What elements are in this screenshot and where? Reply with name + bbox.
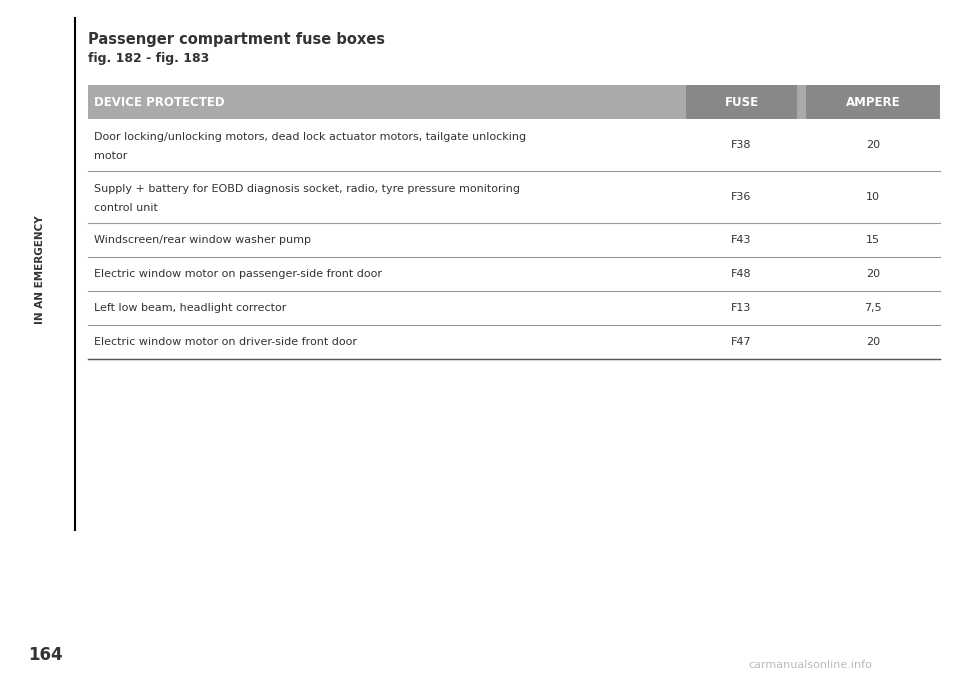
Text: 7,5: 7,5 bbox=[864, 303, 882, 313]
Text: 20: 20 bbox=[866, 337, 880, 347]
Text: Windscreen/rear window washer pump: Windscreen/rear window washer pump bbox=[94, 235, 311, 245]
Text: Passenger compartment fuse boxes: Passenger compartment fuse boxes bbox=[88, 32, 385, 47]
Text: F43: F43 bbox=[732, 235, 752, 245]
Text: F13: F13 bbox=[732, 303, 752, 313]
Bar bbox=[88, 85, 940, 119]
Text: DEVICE PROTECTED: DEVICE PROTECTED bbox=[94, 95, 225, 108]
Bar bbox=[686, 85, 797, 119]
Text: FUSE: FUSE bbox=[725, 95, 758, 108]
Text: 20: 20 bbox=[866, 269, 880, 279]
Text: motor: motor bbox=[94, 152, 128, 161]
Text: Door locking/unlocking motors, dead lock actuator motors, tailgate unlocking: Door locking/unlocking motors, dead lock… bbox=[94, 132, 526, 142]
Text: AMPERE: AMPERE bbox=[846, 95, 900, 108]
Text: Electric window motor on passenger-side front door: Electric window motor on passenger-side … bbox=[94, 269, 382, 279]
Text: Electric window motor on driver-side front door: Electric window motor on driver-side fro… bbox=[94, 337, 357, 347]
Text: 10: 10 bbox=[866, 192, 880, 202]
Text: IN AN EMERGENCY: IN AN EMERGENCY bbox=[35, 215, 45, 324]
Bar bbox=[806, 85, 940, 119]
Text: F48: F48 bbox=[732, 269, 752, 279]
Text: 15: 15 bbox=[866, 235, 880, 245]
Text: 20: 20 bbox=[866, 140, 880, 150]
Text: Left low beam, headlight corrector: Left low beam, headlight corrector bbox=[94, 303, 286, 313]
Text: F47: F47 bbox=[732, 337, 752, 347]
Text: carmanualsonline.info: carmanualsonline.info bbox=[749, 660, 873, 670]
Text: Supply + battery for EOBD diagnosis socket, radio, tyre pressure monitoring: Supply + battery for EOBD diagnosis sock… bbox=[94, 185, 520, 194]
Text: 164: 164 bbox=[28, 646, 62, 664]
Text: F36: F36 bbox=[732, 192, 752, 202]
Text: fig. 182 - fig. 183: fig. 182 - fig. 183 bbox=[88, 52, 209, 65]
Text: F38: F38 bbox=[732, 140, 752, 150]
Text: control unit: control unit bbox=[94, 204, 157, 213]
